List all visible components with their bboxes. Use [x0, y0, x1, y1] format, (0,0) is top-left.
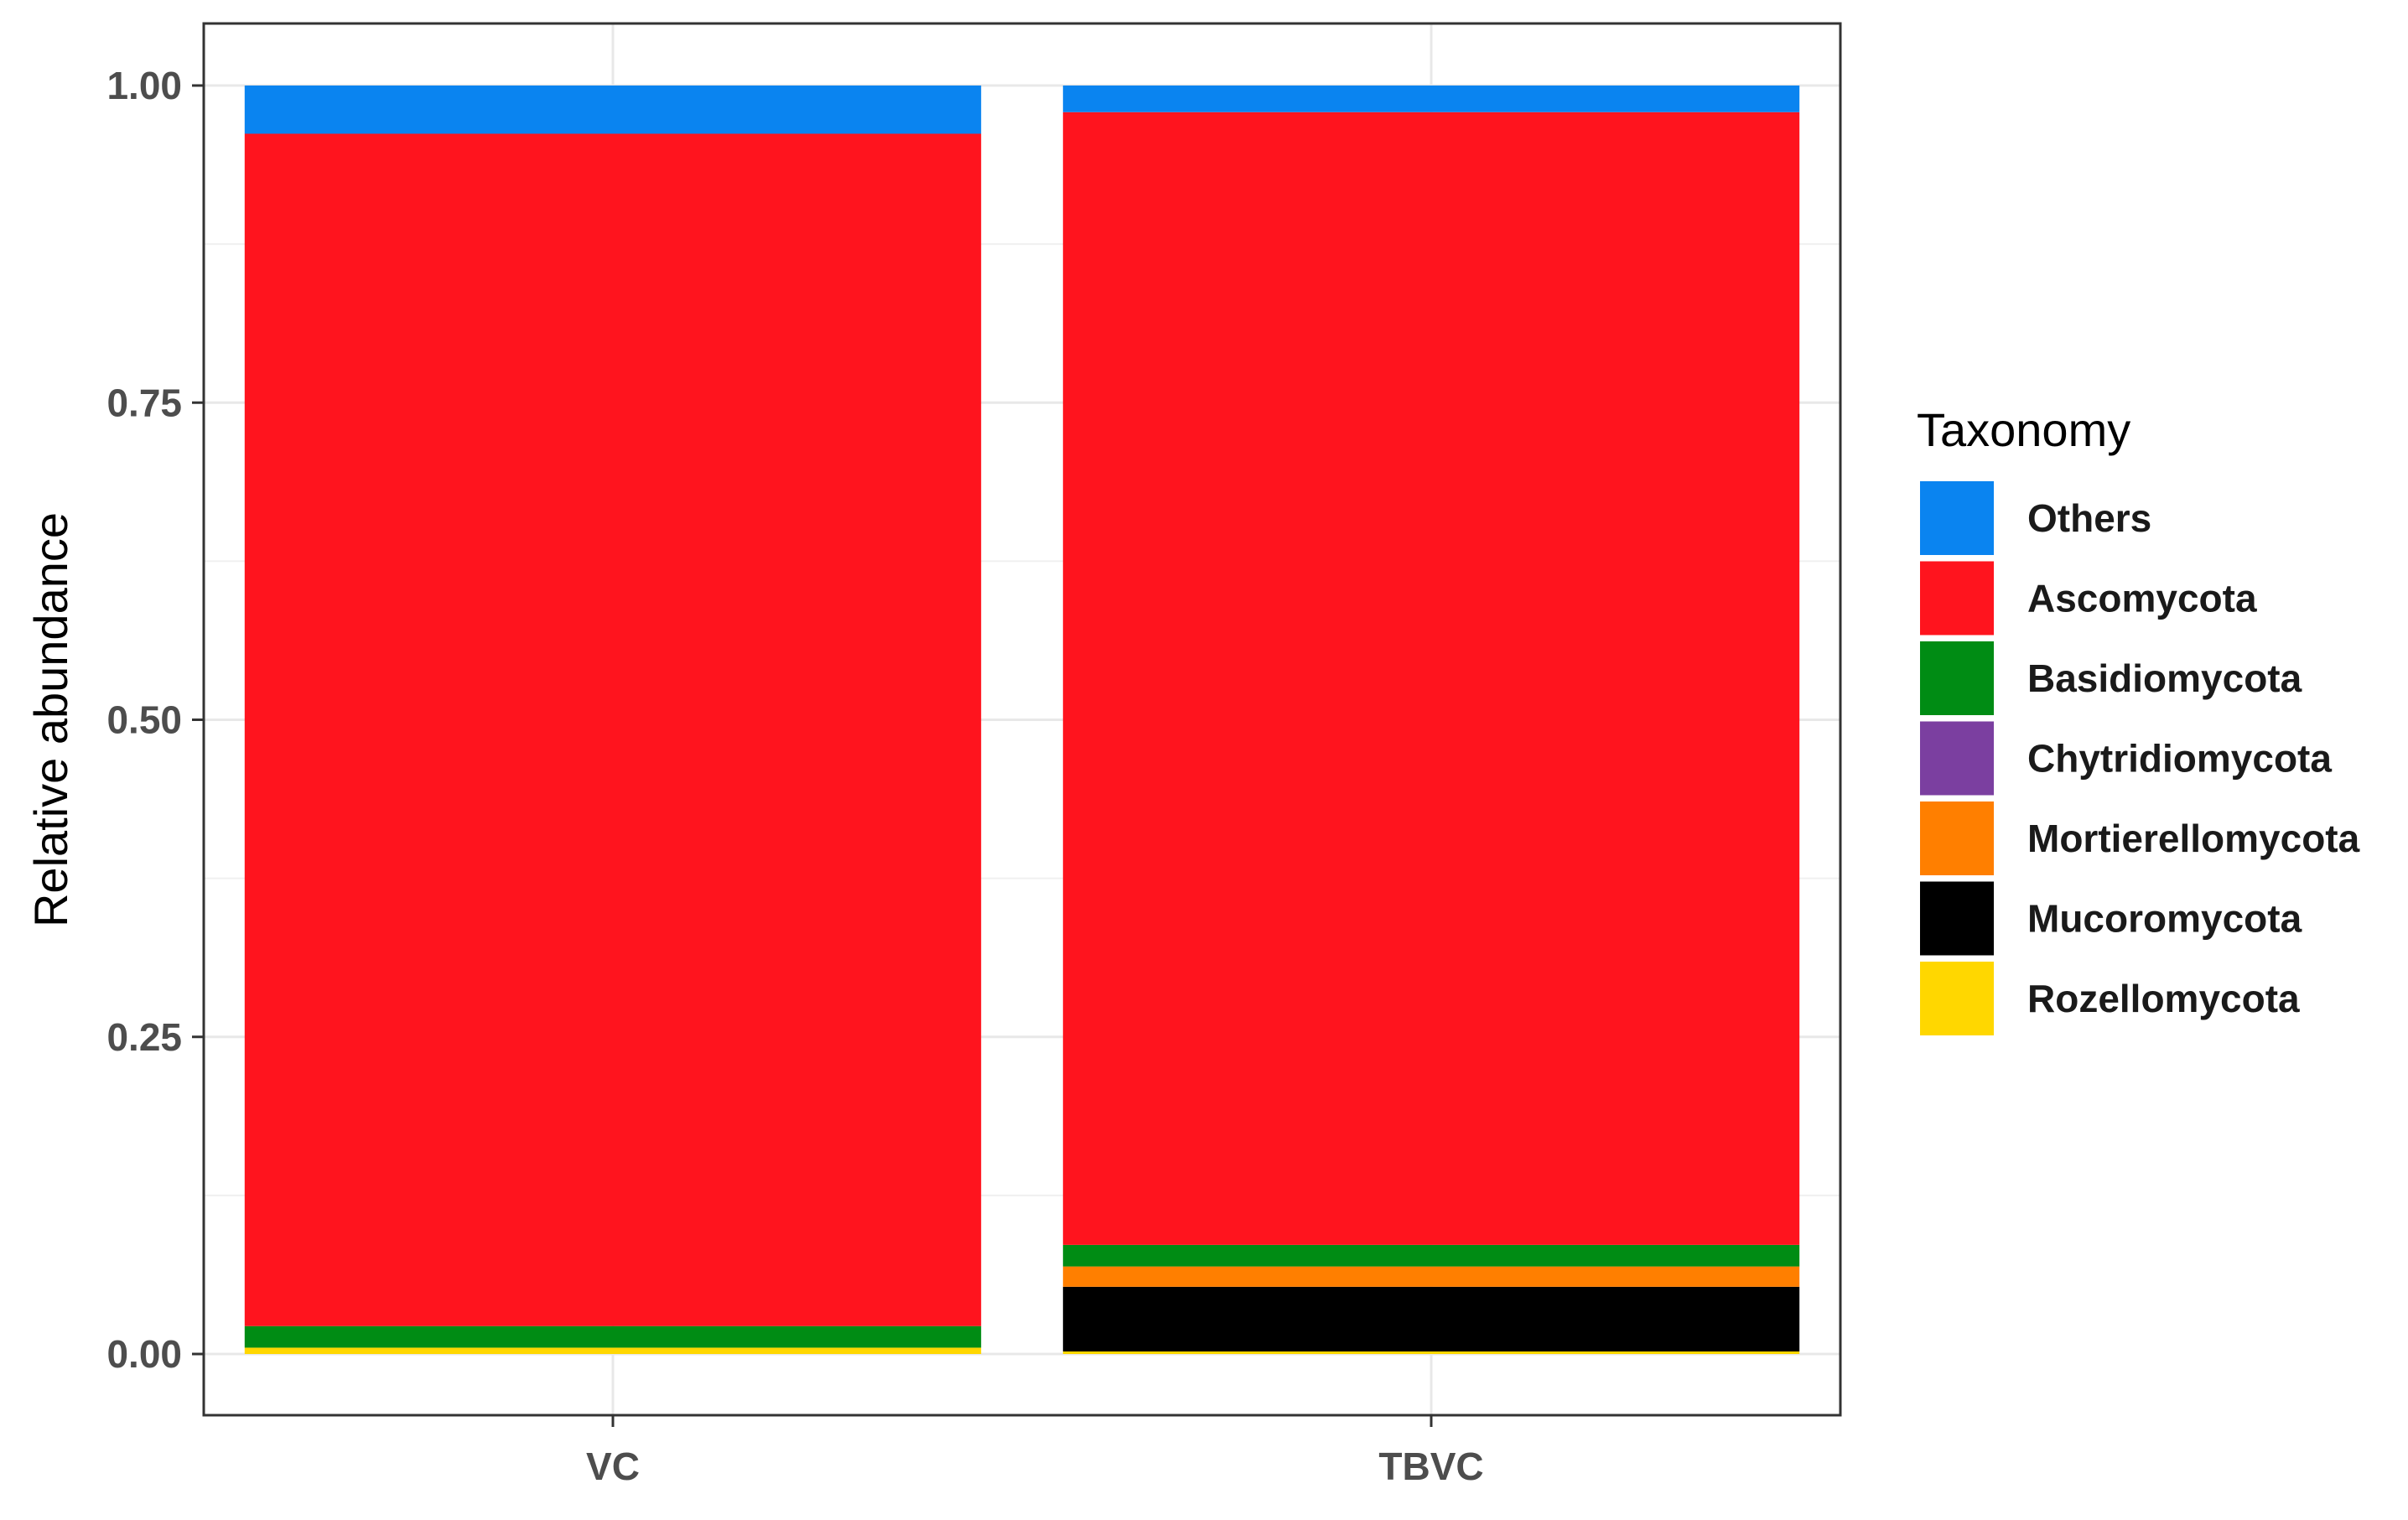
legend-swatch-chytridiomycota	[1920, 721, 1994, 796]
bar-tbvc-basidiomycota	[1062, 1244, 1800, 1267]
legend-label-basidiomycota: Basidiomycota	[2027, 656, 2302, 700]
legend-label-rozellomycota: Rozellomycota	[2027, 977, 2300, 1020]
y-tick-label: 0.00	[106, 1332, 182, 1376]
y-tick-label: 0.75	[106, 381, 182, 424]
bar-vc-ascomycota	[244, 133, 982, 1326]
y-tick-label: 0.50	[106, 698, 182, 742]
legend-label-mucoromycota: Mucoromycota	[2027, 897, 2302, 941]
y-axis-title: Relative abundance	[24, 512, 77, 927]
bar-vc-others	[244, 86, 982, 134]
bar-tbvc-mortierellomycota	[1062, 1266, 1800, 1287]
y-axis: 0.00 0.25 0.50 0.75 1.00	[106, 64, 204, 1376]
legend: Taxonomy Others Ascomycota Basidiomycota Ch…	[1917, 403, 2360, 1035]
legend-label-ascomycota: Ascomycota	[2027, 577, 2257, 620]
bar-tbvc-others	[1062, 86, 1800, 112]
x-tick-label-vc: VC	[586, 1445, 640, 1488]
legend-swatch-mortierellomycota	[1920, 802, 1994, 875]
legend-swatch-others	[1920, 481, 1994, 555]
legend-swatch-mucoromycota	[1920, 881, 1994, 956]
legend-swatch-basidiomycota	[1920, 641, 1994, 715]
bar-tbvc-rozellomycota	[1062, 1351, 1800, 1354]
x-axis: VC TBVC	[586, 1415, 1484, 1488]
bar-tbvc-ascomycota	[1062, 112, 1800, 1245]
legend-swatch-rozellomycota	[1920, 962, 1994, 1035]
y-tick-label: 0.25	[106, 1015, 182, 1059]
bar-vc-basidiomycota	[244, 1325, 982, 1348]
legend-label-mortierellomycota: Mortierellomycota	[2027, 817, 2360, 860]
bars	[244, 86, 1800, 1354]
legend-label-others: Others	[2027, 496, 2151, 540]
x-tick-label-tbvc: TBVC	[1378, 1445, 1483, 1488]
legend-label-chytridiomycota: Chytridiomycota	[2027, 737, 2332, 781]
bar-vc-rozellomycota	[244, 1347, 982, 1354]
legend-title: Taxonomy	[1917, 403, 2130, 456]
y-tick-label: 1.00	[106, 64, 182, 107]
bar-tbvc-mucoromycota	[1062, 1286, 1800, 1351]
legend-swatch-ascomycota	[1920, 561, 1994, 635]
